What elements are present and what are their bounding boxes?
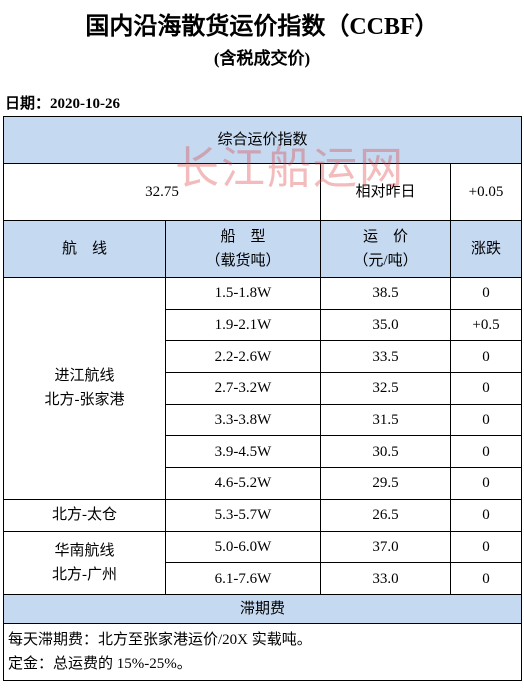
cell-line: （元/吨） <box>353 253 418 269</box>
table-row: 综合运价指数 <box>2 116 523 164</box>
change: 0 <box>449 277 523 310</box>
cell-line: 华南航线 <box>54 542 115 559</box>
column-header: 涨跌 <box>449 220 523 278</box>
cell-line: 每天滞期费：北方至张家港运价/20X 实载吨。 <box>8 631 312 648</box>
route: 进江航线北方-张家港 <box>3 277 166 500</box>
table-row: 航 线 船 型 （载货吨） 运 价 （元/吨） 涨跌 <box>3 220 523 278</box>
table-row: 北方-太仓 5.3-5.7W 26.5 0 <box>3 498 523 532</box>
cell-line: 航 线 <box>61 241 107 257</box>
column-header: 运 价 （元/吨） <box>320 220 451 278</box>
table-row: 2.2-2.6W 33.5 0 <box>4 340 523 374</box>
ship-size: 2.2-2.6W <box>165 340 321 374</box>
ship-size: 1.5-1.8W <box>165 277 321 310</box>
cell-line: 船 型 <box>220 229 266 245</box>
freight-rate: 35.0 <box>320 308 451 342</box>
route: 北方-太仓 <box>3 498 166 532</box>
column-header: 船 型 （载货吨） <box>165 220 321 278</box>
change: +0.5 <box>449 308 523 342</box>
cell-line: 北方-张家港 <box>44 392 125 409</box>
cell-line: 北方-太仓 <box>52 507 117 524</box>
table-row: 32.75 相对昨日 +0.05 <box>3 163 523 221</box>
ship-size: 5.3-5.7W <box>165 498 321 532</box>
freight-rate: 29.5 <box>320 467 451 500</box>
freight-rate: 37.0 <box>320 530 451 564</box>
ship-size: 1.9-2.1W <box>165 308 321 342</box>
cell-line: 定金：总运费的 15%-25%。 <box>8 655 192 672</box>
change-label: 相对昨日 <box>320 163 451 221</box>
ship-size: 4.6-5.2W <box>165 467 321 500</box>
cell-line: 北方-广州 <box>52 566 117 583</box>
freight-rate: 33.0 <box>320 562 451 595</box>
route: 华南航线北方-广州 <box>3 530 166 595</box>
change: 0 <box>449 467 523 500</box>
change: 0 <box>449 372 523 405</box>
section-title: 综合运价指数 <box>2 116 523 164</box>
index-value: 32.75 <box>3 163 321 221</box>
notes: 每天滞期费：北方至张家港运价/20X 实载吨。 定金：总运费的 15%-25%。 <box>2 622 523 681</box>
ship-size: 6.1-7.6W <box>165 562 321 595</box>
freight-rate: 30.5 <box>320 435 451 469</box>
change: 0 <box>449 530 523 564</box>
cell-line: 涨跌 <box>471 241 502 257</box>
table-row: 滞期费 <box>2 593 523 624</box>
freight-rate: 31.5 <box>320 403 451 437</box>
freight-table: 综合运价指数 32.75 相对昨日 +0.05 航 线 船 型 （载货吨） 运 价 （元/吨） 涨… <box>2 116 523 681</box>
freight-rate: 33.5 <box>320 340 451 374</box>
ship-size: 2.7-3.2W <box>165 372 321 405</box>
title: 国内沿海散货运价指数（CCBF） <box>85 14 439 40</box>
freight-rate: 32.5 <box>320 372 451 405</box>
table-row: 每天滞期费：北方至张家港运价/20X 实载吨。 定金：总运费的 15%-25%。 <box>2 622 523 681</box>
ship-size: 3.3-3.8W <box>165 403 321 437</box>
table-row: 1.9-2.1W 35.0 +0.5 <box>4 308 523 342</box>
change: 0 <box>449 435 523 469</box>
freight-rate: 38.5 <box>320 277 451 310</box>
cell-line: （载货吨） <box>205 253 281 269</box>
change: 0 <box>449 403 523 437</box>
cell-line: 运 价 <box>362 229 408 245</box>
freight-rate: 26.5 <box>320 498 451 532</box>
table-row: 6.1-7.6W 33.0 0 <box>4 562 523 595</box>
table-row: 华南航线 北方-广州 5.0-6.0W 37.0 0 <box>3 530 523 595</box>
cell-line: 进江航线 <box>54 368 115 385</box>
table-row: 3.3-3.8W 31.5 0 <box>4 403 523 437</box>
change-value: +0.05 <box>449 163 523 221</box>
table-row: 4.6-5.2W 29.5 0 <box>4 467 523 500</box>
footer-title: 滞期费 <box>2 593 523 624</box>
column-header: 航 线 <box>3 220 166 278</box>
change: 0 <box>449 562 523 595</box>
ship-size: 5.0-6.0W <box>165 530 321 564</box>
subtitle: (含税成交价) <box>213 49 311 68</box>
change: 0 <box>449 340 523 374</box>
table-row: 3.9-4.5W 30.5 0 <box>4 435 523 469</box>
date: 日期：2020-10-26 <box>5 96 120 112</box>
table-row: 2.7-3.2W 32.5 0 <box>4 372 523 405</box>
ship-size: 3.9-4.5W <box>165 435 321 469</box>
table-row: 进江航线 北方-张家港 1.5-1.8W 38.5 0 <box>3 277 523 500</box>
change: 0 <box>449 498 523 532</box>
